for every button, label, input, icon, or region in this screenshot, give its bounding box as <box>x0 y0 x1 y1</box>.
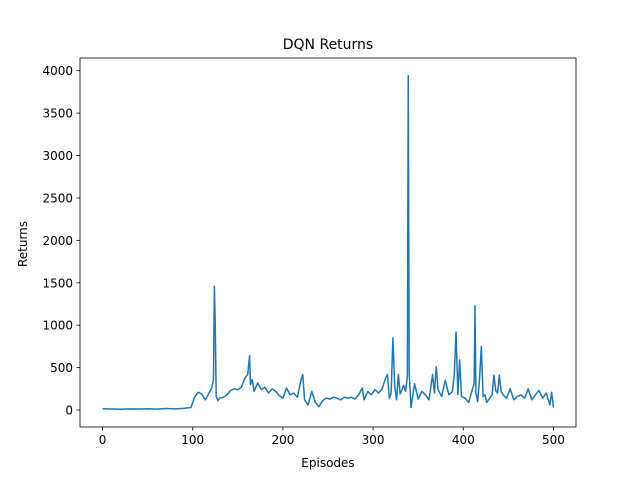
x-tick-label: 0 <box>99 433 107 447</box>
chart-title: DQN Returns <box>283 37 373 53</box>
y-tick-label: 2000 <box>42 234 73 248</box>
x-axis-ticks: 0 100 200 300 400 500 <box>99 427 565 447</box>
y-axis-label: Returns <box>16 221 30 267</box>
x-tick-label: 100 <box>181 433 204 447</box>
x-tick-label: 500 <box>542 433 565 447</box>
y-tick-label: 4000 <box>42 64 73 78</box>
y-tick-label: 3000 <box>42 149 73 163</box>
x-tick-label: 400 <box>452 433 475 447</box>
y-axis-ticks: 0 500 1000 1500 2000 2500 3000 3500 4000 <box>42 64 80 418</box>
y-tick-label: 0 <box>65 404 73 418</box>
returns-series-line <box>102 75 555 410</box>
y-tick-label: 3500 <box>42 107 73 121</box>
y-tick-label: 1500 <box>42 276 73 290</box>
x-axis-label: Episodes <box>301 456 354 470</box>
plot-area-frame <box>79 57 577 428</box>
x-tick-label: 200 <box>271 433 294 447</box>
x-tick-label: 300 <box>362 433 385 447</box>
y-tick-label: 2500 <box>42 191 73 205</box>
y-tick-label: 500 <box>50 361 73 375</box>
y-tick-label: 1000 <box>42 319 73 333</box>
